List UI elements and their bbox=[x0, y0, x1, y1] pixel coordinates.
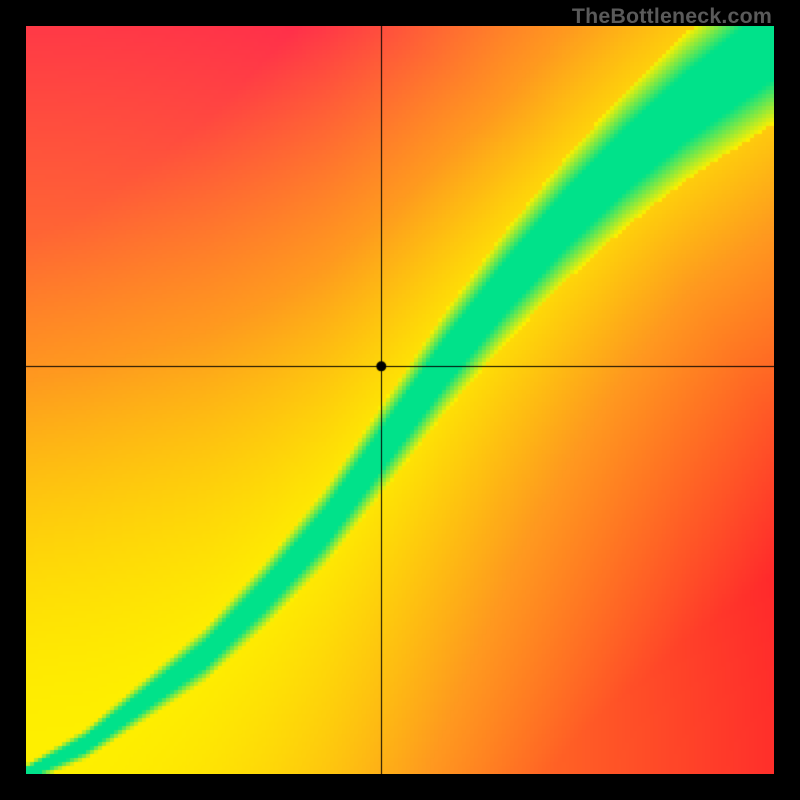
bottleneck-heatmap bbox=[26, 26, 774, 774]
chart-frame: TheBottleneck.com bbox=[0, 0, 800, 800]
